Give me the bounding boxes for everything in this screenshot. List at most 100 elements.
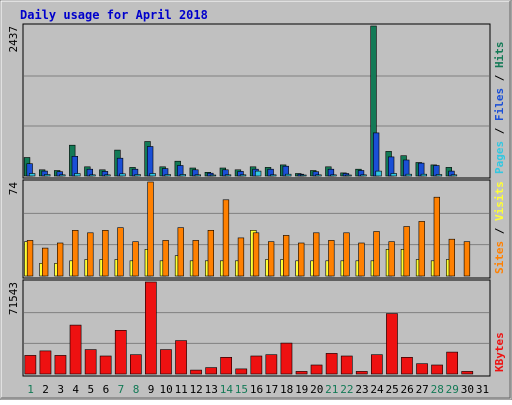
bar-pages-day-8 xyxy=(134,174,141,177)
day-label-12: 12 xyxy=(190,383,203,396)
bar-pages-day-20 xyxy=(315,174,322,177)
bar-sites-day-11 xyxy=(177,227,184,277)
bar-sites-day-3 xyxy=(56,242,64,277)
day-label-28: 28 xyxy=(431,383,444,396)
bar-sites-day-19 xyxy=(298,242,305,277)
day-axis-labels: 1 2 3 4 5 6 7 8 9 10 11 12 13 14 15 16 17 18 19 20 21 22 23 24 2… xyxy=(27,383,489,396)
panel-legend: Pages / Files / Hits xyxy=(493,42,506,175)
panel-max-label: 2437 xyxy=(7,26,20,53)
bar-pages-day-27 xyxy=(420,173,427,177)
bar-kbytes-day-28 xyxy=(431,364,443,375)
legend-sites: Sites xyxy=(493,241,506,274)
day-label-9: 9 xyxy=(148,383,155,396)
panel-kbytes: 71543 KBytes xyxy=(7,279,506,377)
bar-pages-day-18 xyxy=(285,173,292,177)
bar-pages-day-2 xyxy=(44,174,51,177)
bar-sites-day-23 xyxy=(358,242,365,277)
bar-kbytes-day-25 xyxy=(386,313,398,375)
bar-sites-day-2 xyxy=(41,247,49,277)
bar-sites-day-17 xyxy=(267,241,275,277)
bar-sites-day-13 xyxy=(207,230,214,277)
bar-pages-day-5 xyxy=(89,174,96,177)
day-label-27: 27 xyxy=(416,383,429,396)
day-label-2: 2 xyxy=(42,383,49,396)
legend-separator: / xyxy=(493,121,506,141)
bar-pages-day-14 xyxy=(224,174,232,177)
bar-files-day-4 xyxy=(71,156,78,177)
day-label-5: 5 xyxy=(87,383,94,396)
bar-pages-day-15 xyxy=(239,174,247,177)
day-label-22: 22 xyxy=(340,383,353,396)
bar-sites-day-9 xyxy=(147,181,154,277)
bar-files-day-7 xyxy=(116,157,124,177)
bar-sites-day-14 xyxy=(222,199,230,277)
bar-kbytes-day-19 xyxy=(295,371,308,375)
series-kbytes xyxy=(24,281,474,375)
day-label-6: 6 xyxy=(103,383,110,396)
bar-kbytes-day-16 xyxy=(250,355,263,375)
day-label-25: 25 xyxy=(385,383,398,396)
bar-sites-day-30 xyxy=(463,241,471,277)
bar-pages-day-9 xyxy=(149,173,156,177)
bar-kbytes-day-4 xyxy=(69,324,82,375)
day-label-3: 3 xyxy=(57,383,64,396)
bar-kbytes-day-14 xyxy=(220,356,233,375)
bar-sites-day-10 xyxy=(162,240,169,277)
day-label-21: 21 xyxy=(325,383,338,396)
bar-pages-day-4 xyxy=(74,173,81,177)
bar-sites-day-6 xyxy=(102,230,109,277)
bar-kbytes-day-21 xyxy=(325,353,338,375)
bar-pages-day-23 xyxy=(360,174,367,177)
bar-kbytes-day-20 xyxy=(310,364,323,375)
bar-sites-day-25 xyxy=(388,241,395,277)
bar-kbytes-day-23 xyxy=(355,371,368,375)
bar-pages-day-10 xyxy=(164,174,171,177)
bar-kbytes-day-5 xyxy=(84,349,97,375)
bar-kbytes-day-9 xyxy=(145,281,157,375)
bar-sites-day-18 xyxy=(282,235,290,277)
bar-pages-day-16 xyxy=(255,170,262,177)
bar-pages-day-6 xyxy=(104,174,111,177)
bar-kbytes-day-3 xyxy=(54,355,67,375)
bar-pages-day-21 xyxy=(330,174,337,177)
bar-kbytes-day-8 xyxy=(130,354,142,375)
day-label-10: 10 xyxy=(159,383,172,396)
bar-kbytes-day-24 xyxy=(370,354,383,375)
bar-files-day-9 xyxy=(147,146,154,177)
bar-pages-day-22 xyxy=(345,174,352,177)
panel-max-label: 74 xyxy=(7,182,20,196)
bar-kbytes-day-13 xyxy=(205,367,218,375)
bar-sites-day-1 xyxy=(26,240,34,277)
bar-sites-day-21 xyxy=(328,240,335,277)
bar-kbytes-day-27 xyxy=(416,363,428,375)
bar-pages-day-1 xyxy=(28,173,36,177)
day-label-29: 29 xyxy=(446,383,459,396)
bar-kbytes-day-10 xyxy=(160,349,172,375)
day-label-31: 31 xyxy=(476,383,489,396)
series-pages xyxy=(28,170,458,177)
day-label-1: 1 xyxy=(27,383,34,396)
bar-kbytes-day-29 xyxy=(446,351,459,375)
bar-sites-day-15 xyxy=(237,237,245,277)
panel-max-label: 71543 xyxy=(7,282,20,315)
day-label-19: 19 xyxy=(295,383,308,396)
bar-kbytes-day-12 xyxy=(190,369,202,375)
bar-sites-day-7 xyxy=(117,227,124,277)
bar-kbytes-day-11 xyxy=(175,340,187,375)
day-label-26: 26 xyxy=(400,383,413,396)
panel-legend: Sites / Visits xyxy=(493,181,506,274)
chart-title: Daily usage for April 2018 xyxy=(20,8,208,22)
panel-legend: KBytes xyxy=(493,332,506,372)
bar-kbytes-day-18 xyxy=(280,342,293,375)
bar-kbytes-day-17 xyxy=(265,354,278,375)
bar-pages-day-26 xyxy=(405,173,412,177)
day-label-18: 18 xyxy=(280,383,293,396)
bar-sites-day-22 xyxy=(343,232,350,277)
bar-kbytes-day-7 xyxy=(114,329,127,375)
bar-pages-day-25 xyxy=(390,173,397,177)
legend-pages: Pages xyxy=(493,141,506,174)
bar-kbytes-day-30 xyxy=(461,371,474,375)
bar-pages-day-3 xyxy=(59,174,66,177)
day-label-14: 14 xyxy=(220,383,234,396)
